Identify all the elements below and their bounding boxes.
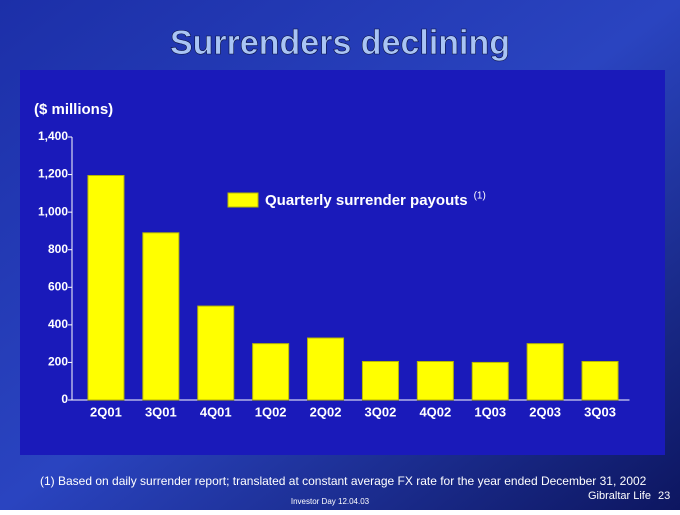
y-tick-label: 800 xyxy=(48,242,68,256)
legend-swatch xyxy=(227,192,259,208)
x-tick-label: 2Q03 xyxy=(529,404,561,419)
x-tick-label: 1Q03 xyxy=(474,404,506,419)
legend-label: Quarterly surrender payouts xyxy=(265,192,468,209)
y-tick-label: 600 xyxy=(48,279,68,293)
bar xyxy=(581,360,619,401)
footer-event: Investor Day 12.04.03 xyxy=(291,497,370,506)
bar xyxy=(252,343,290,401)
footer-company: Gibraltar Life xyxy=(588,490,651,502)
slide-title: Surrenders declining xyxy=(170,24,510,62)
bar xyxy=(526,343,564,401)
y-tick-label: 0 xyxy=(61,392,68,406)
bar xyxy=(307,337,345,401)
y-tick-label: 200 xyxy=(48,355,68,369)
x-tick-label: 4Q02 xyxy=(419,404,451,419)
x-tick-label: 2Q01 xyxy=(90,404,122,419)
y-tick-label: 400 xyxy=(48,317,68,331)
footnote: (1) Based on daily surrender report; tra… xyxy=(40,474,647,488)
page-number: 23 xyxy=(658,490,670,502)
bar xyxy=(471,361,509,401)
x-tick-label: 1Q02 xyxy=(255,404,287,419)
bar xyxy=(142,232,180,401)
x-tick-label: 3Q02 xyxy=(365,404,397,419)
x-tick-label: 3Q01 xyxy=(145,404,177,419)
bar xyxy=(361,360,399,401)
x-tick-label: 4Q01 xyxy=(200,404,232,419)
bar xyxy=(87,175,125,401)
y-tick-label: 1,000 xyxy=(38,204,68,218)
bar xyxy=(416,360,454,401)
x-tick-label: 2Q02 xyxy=(310,404,342,419)
x-tick-label: 3Q03 xyxy=(584,404,616,419)
y-tick-label: 1,200 xyxy=(38,167,68,181)
y-axis-label: ($ millions) xyxy=(34,101,113,118)
y-tick-label: 1,400 xyxy=(38,129,68,143)
legend-note: (1) xyxy=(474,191,486,202)
bar xyxy=(197,305,235,401)
